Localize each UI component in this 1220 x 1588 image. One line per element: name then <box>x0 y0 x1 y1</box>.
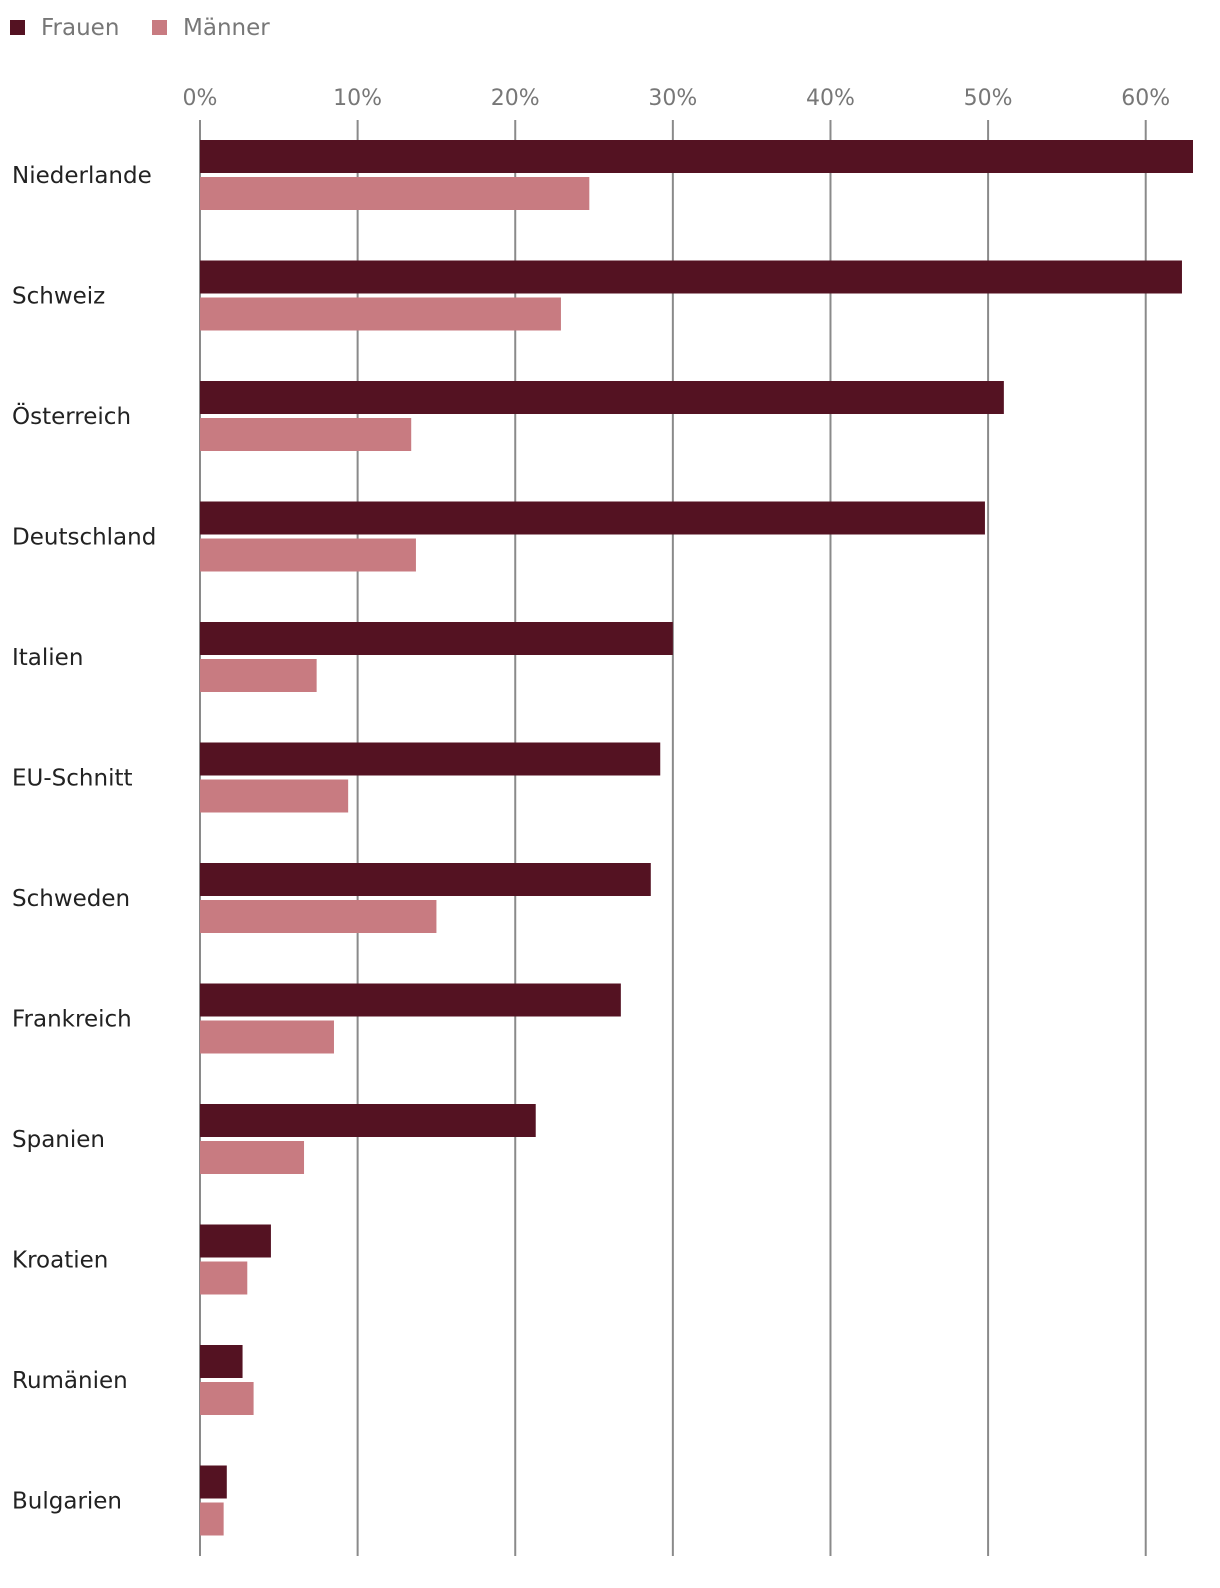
category-label-10: Rumänien <box>12 1368 128 1394</box>
legend-swatch-0 <box>10 20 25 35</box>
bar-maenner-1 <box>200 297 561 331</box>
category-labels: Niederlande Schweiz Österreich Deutschland I… <box>12 163 156 1515</box>
bar-maenner-9 <box>200 1261 248 1295</box>
bar-maenner-2 <box>200 418 412 451</box>
category-label-0: Niederlande <box>12 163 152 189</box>
bar-frauen-2 <box>200 381 1004 414</box>
category-label-2: Österreich <box>12 402 131 430</box>
category-label-5: EU-Schnitt <box>12 766 133 792</box>
bar-maenner-4 <box>200 659 317 692</box>
bar-maenner-8 <box>200 1141 305 1174</box>
tick-label-5: 50% <box>964 86 1013 111</box>
bar-frauen-7 <box>200 983 621 1017</box>
bar-frauen-0 <box>200 140 1193 173</box>
category-label-11: Bulgarien <box>12 1489 122 1515</box>
category-label-1: Schweiz <box>12 284 105 310</box>
legend-label-1: Männer <box>183 15 270 41</box>
bar-maenner-7 <box>200 1020 334 1054</box>
category-label-3: Deutschland <box>12 525 156 551</box>
bar-maenner-11 <box>200 1502 224 1536</box>
tick-label-3: 30% <box>648 86 697 111</box>
bars <box>200 140 1193 1536</box>
bar-frauen-6 <box>200 863 651 896</box>
tick-label-2: 20% <box>491 86 540 111</box>
bar-maenner-10 <box>200 1382 254 1415</box>
tick-label-6: 60% <box>1121 86 1170 111</box>
category-label-7: Frankreich <box>12 1007 132 1033</box>
bar-frauen-5 <box>200 742 661 776</box>
category-label-9: Kroatien <box>12 1248 108 1274</box>
category-label-6: Schweden <box>12 886 130 912</box>
bar-maenner-0 <box>200 177 590 210</box>
bar-frauen-11 <box>200 1465 227 1499</box>
legend-swatch-1 <box>152 20 167 35</box>
bar-frauen-4 <box>200 622 673 655</box>
bar-frauen-10 <box>200 1345 243 1378</box>
bar-frauen-9 <box>200 1224 271 1258</box>
tick-label-4: 40% <box>806 86 855 111</box>
category-label-4: Italien <box>12 645 83 671</box>
legend: Frauen Männer <box>10 15 270 41</box>
bar-maenner-3 <box>200 538 416 572</box>
x-axis-ticks: 0% 10% 20% 30% 40% 50% 60% <box>183 86 1171 111</box>
bar-frauen-1 <box>200 260 1182 294</box>
bar-frauen-3 <box>200 501 985 535</box>
legend-label-0: Frauen <box>41 15 119 41</box>
tick-label-1: 10% <box>333 86 382 111</box>
bar-frauen-8 <box>200 1104 536 1137</box>
tick-label-0: 0% <box>183 86 218 111</box>
grid-lines <box>199 120 1147 1556</box>
bar-maenner-6 <box>200 900 437 933</box>
category-label-8: Spanien <box>12 1127 105 1153</box>
bar-maenner-5 <box>200 779 349 813</box>
